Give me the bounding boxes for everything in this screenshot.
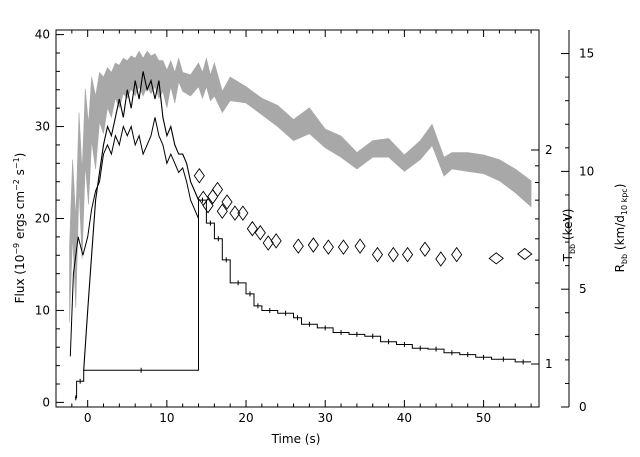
x-axis-label: Time (s) [271,432,321,446]
temperature-point [193,167,205,184]
temperature-point [435,251,447,267]
temperature-layer [193,167,533,267]
temperature-point [270,233,282,249]
temperature-point [211,181,224,198]
y-tick-label-flux: 0 [42,395,50,409]
y-tick-label-temperature: 1 [545,357,553,371]
y-tick-label-flux: 10 [35,303,50,317]
temperature-point [517,247,533,261]
temperature-point [354,238,366,254]
flux-curve-secondary [69,117,199,357]
y-tick-label-flux: 40 [35,28,50,42]
flux-layer [69,71,532,401]
y-tick-label-radius: 10 [579,164,594,178]
y-tick-label-radius: 0 [579,400,587,414]
temperature-point [292,238,304,254]
temperature-point [202,197,214,214]
temperature-point [322,239,334,255]
y-tick-label-flux: 30 [35,120,50,134]
temperature-point [307,237,319,253]
x-tick-label: 40 [397,411,412,425]
y-axis-label-temperature: Tbb (keV) [561,209,577,263]
y-tick-label-radius: 5 [579,282,587,296]
temperature-point [221,194,233,210]
temperature-point [229,205,241,221]
temperature-point [237,205,249,221]
y-axis-label-flux: Flux (10−9 ergs cm−2 s−1) [12,153,27,304]
temperature-point [207,188,219,205]
x-tick-label: 20 [238,411,253,425]
temperature-point [371,246,384,263]
temperature-point [451,246,463,263]
temperature-point [254,224,266,241]
temperature-point [402,246,414,263]
x-tick-label: 30 [318,411,333,425]
temperature-point [246,220,258,237]
y-axis-label-radius: Rbb (km/d10 kpc) [613,184,629,273]
radius-band [69,50,532,323]
flux-curve-primary [83,71,200,371]
y-tick-label-radius: 15 [579,47,594,61]
temperature-point [262,235,274,251]
temperature-point [216,203,228,220]
y-tick-label-flux: 20 [35,212,50,226]
radius-band-layer [69,50,532,323]
flux-step-line [75,199,532,399]
temperature-point [419,241,431,258]
x-tick-label: 0 [84,411,92,425]
temperature-point [337,239,349,255]
temperature-point [387,246,399,263]
x-tick-label: 50 [476,411,491,425]
y-tick-label-temperature: 2 [545,143,553,157]
x-tick-label: 10 [159,411,174,425]
temperature-point [488,252,504,265]
